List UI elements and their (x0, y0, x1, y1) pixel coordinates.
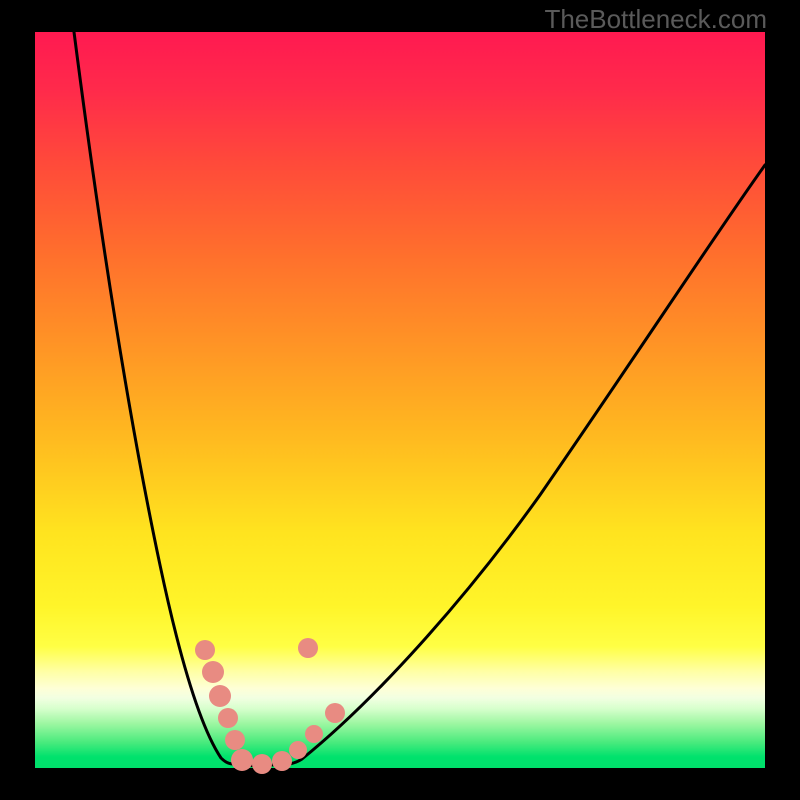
gradient-plot-area (35, 32, 765, 768)
chart-container: TheBottleneck.com (0, 0, 800, 800)
watermark-text: TheBottleneck.com (544, 4, 767, 35)
